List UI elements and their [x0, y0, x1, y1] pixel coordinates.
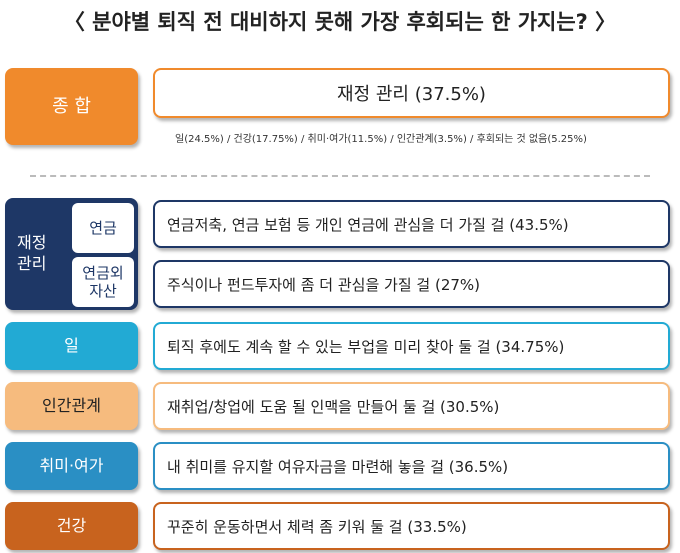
divider [30, 175, 650, 177]
summary-breakdown: 일(24.5%) / 건강(17.75%) / 취미·여가(11.5%) / 인… [175, 134, 587, 145]
row-text: 내 취미를 유지할 여유자금을 마련해 놓을 걸 (36.5%) [153, 442, 670, 490]
row-label: 일 [5, 322, 138, 370]
finance-text: 연금저축, 연금 보험 등 개인 연금에 관심을 더 가질 걸 (43.5%) [153, 200, 670, 248]
row-text: 꾸준히 운동하면서 체력 좀 키워 둘 걸 (33.5%) [153, 502, 670, 550]
row-text: 재취업/창업에 도움 될 인맥을 만들어 둘 걸 (30.5%) [153, 382, 670, 430]
finance-text: 주식이나 펀드투자에 좀 더 관심을 가질 걸 (27%) [153, 260, 670, 308]
summary-label: 종 합 [5, 68, 138, 145]
finance-sub-label: 연금 [72, 203, 134, 253]
row-label: 건강 [5, 502, 138, 550]
finance-sub-label: 연금외 자산 [72, 257, 134, 307]
title: 〈 분야별 퇴직 전 대비하지 못해 가장 후회되는 한 가지는? 〉 [63, 10, 617, 34]
summary-result: 재정 관리 (37.5%) [153, 68, 670, 118]
row-label: 취미·여가 [5, 442, 138, 490]
finance-label: 재정 관리 [17, 233, 47, 273]
row-text: 퇴직 후에도 계속 할 수 있는 부업을 미리 찾아 둘 걸 (34.75%) [153, 322, 670, 370]
row-label: 인간관계 [5, 382, 138, 430]
